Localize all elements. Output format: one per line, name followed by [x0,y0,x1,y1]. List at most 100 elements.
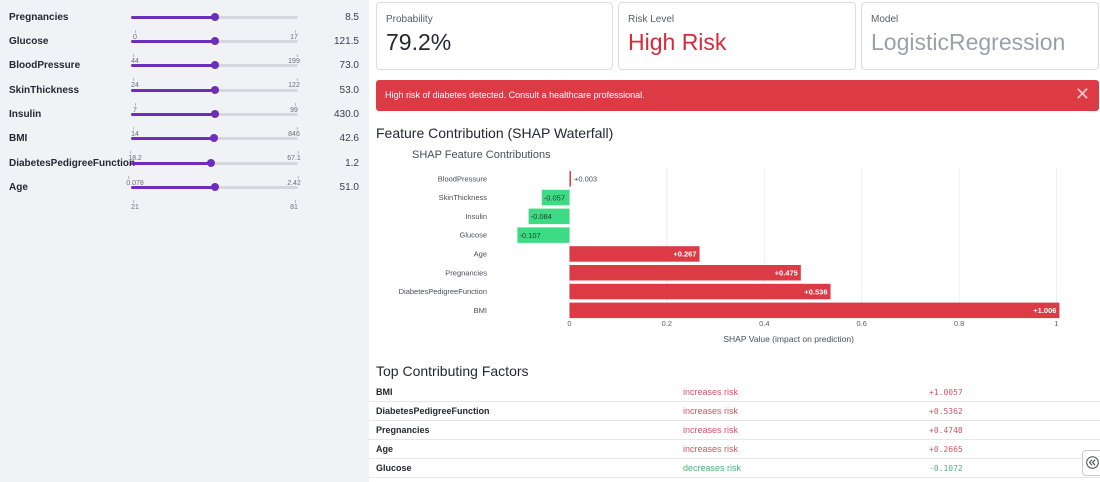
slider-min-label: 24 [131,78,139,89]
table-row: BMI increases risk +1.0057 [369,383,1100,402]
factors-section-title: Top Contributing Factors [376,363,529,379]
slider-bmi: BMI 18.2 67.1 42.6 [0,126,369,162]
alert-message: High risk of diabetes detected. Consult … [385,90,645,100]
data-label: +0.536 [804,287,827,296]
slider-max-label: 99 [290,103,298,114]
slider-fill [131,89,215,92]
slider-skinthickness: SkinThickness 7 99 53.0 [0,78,369,114]
factor-value: +0.5362 [929,407,963,416]
slider-value: 73.0 [339,60,359,71]
slider-value: 121.5 [333,36,359,47]
slider-thumb[interactable] [210,61,219,69]
slider-thumb[interactable] [207,159,215,167]
slider-fill [131,16,215,19]
slider-max-label: 122 [288,78,300,89]
slider-value: 8.5 [345,12,359,23]
slider-value: 53.0 [339,85,359,96]
model-card: Model LogisticRegression [861,2,1099,70]
slider-thumb[interactable] [210,13,219,21]
slider-track[interactable]: 18.2 67.1 [128,134,301,162]
factor-value: +1.0057 [929,388,963,397]
shap-section-title: Feature Contribution (SHAP Waterfall) [376,125,614,141]
slider-track[interactable]: 7 99 [131,86,298,114]
y-tick-label: Glucose [459,231,487,240]
slider-fill [131,64,215,67]
slider-track[interactable]: 14 846 [131,110,300,138]
slider-track[interactable]: 0 17 [131,13,298,41]
slider-label: BMI [9,133,28,144]
risk-level-value: High Risk [628,29,727,55]
y-tick-label: DiabetesPedigreeFunction [399,287,487,296]
slider-max-label: 67.1 [287,151,301,162]
y-tick-label: Pregnancies [445,268,487,277]
slider-label: DiabetesPedigreeFunction [9,158,136,169]
slider-label: Age [9,182,28,193]
y-tick-label: BloodPressure [438,174,487,183]
x-tick-label: 0.8 [954,319,964,328]
collapse-button[interactable] [1082,450,1100,476]
factor-value: -0.1072 [929,464,963,473]
slider-max-label: 17 [290,30,298,41]
slider-fill [131,186,215,189]
data-label: +1.006 [1033,306,1056,315]
x-tick-label: 1 [1054,319,1058,328]
factor-feature: BMI [376,387,393,397]
factor-feature: Pregnancies [376,425,430,435]
factors-table: BMI increases risk +1.0057 DiabetesPedig… [369,383,1100,478]
bar [569,265,801,281]
slider-glucose: Glucose 44 199 121.5 [0,29,369,65]
data-label: +0.003 [574,174,597,183]
chart-title: SHAP Feature Contributions [412,149,551,161]
model-label: Model [871,14,899,25]
factor-effect: increases risk [683,444,739,454]
slider-track[interactable]: 24 122 [131,61,300,89]
slider-diabetespedigreefunction: DiabetesPedigreeFunction 0.078 2.42 1.2 [0,151,369,187]
slider-thumb[interactable] [210,86,219,94]
slider-age: Age 21 81 51.0 [0,175,369,211]
sidebar: Pregnancies 0 17 8.5 Glucose 44 199 121.… [0,0,369,482]
probability-label: Probability [386,14,433,25]
factor-feature: Glucose [376,463,412,473]
slider-value: 430.0 [333,109,359,120]
slider-thumb[interactable] [210,183,219,191]
factor-effect: increases risk [683,387,739,397]
y-tick-label: Age [474,249,487,258]
slider-pregnancies: Pregnancies 0 17 8.5 [0,5,369,41]
x-tick-label: 0 [567,319,571,328]
x-tick-label: 0.4 [759,319,769,328]
y-tick-label: Insulin [465,212,487,221]
risk-level-label: Risk Level [628,14,675,25]
table-row: Pregnancies increases risk +0.4748 [369,421,1100,440]
slider-max-label: 199 [288,54,300,65]
factor-value: +0.2665 [929,445,963,454]
slider-insulin: Insulin 14 846 430.0 [0,102,369,138]
slider-track[interactable]: 0.078 2.42 [126,159,301,187]
slider-max-label: 81 [290,200,298,211]
data-label: -0.057 [544,193,565,202]
table-row: Glucose decreases risk -0.1072 [369,459,1100,478]
slider-fill [131,40,215,43]
slider-thumb[interactable] [210,110,219,118]
factor-value: +0.4748 [929,426,963,435]
bar [541,189,570,206]
table-row: DiabetesPedigreeFunction increases risk … [369,402,1100,421]
factor-effect: decreases risk [683,463,742,473]
data-label: +0.475 [775,268,798,277]
slider-label: Pregnancies [9,12,69,23]
bar [517,227,570,243]
slider-track[interactable]: 44 199 [131,37,300,65]
double-chevron-left-icon [1086,456,1099,469]
table-row: Age increases risk +0.2665 [369,440,1100,459]
risk-alert: High risk of diabetes detected. Consult … [376,80,1099,111]
factor-effect: increases risk [683,406,739,416]
shap-waterfall-chart: SHAP Feature Contributions 0 0.2 0.4 0.6 0.8 1… [399,149,1060,344]
slider-value: 51.0 [339,182,359,193]
slider-thumb[interactable] [210,134,219,142]
slider-thumb[interactable] [210,37,219,45]
slider-track[interactable]: 21 81 [131,183,298,211]
probability-value: 79.2% [386,29,452,55]
x-tick-label: 0.6 [856,319,866,328]
close-icon[interactable]: ✕ [1074,84,1090,104]
bar [528,208,570,225]
